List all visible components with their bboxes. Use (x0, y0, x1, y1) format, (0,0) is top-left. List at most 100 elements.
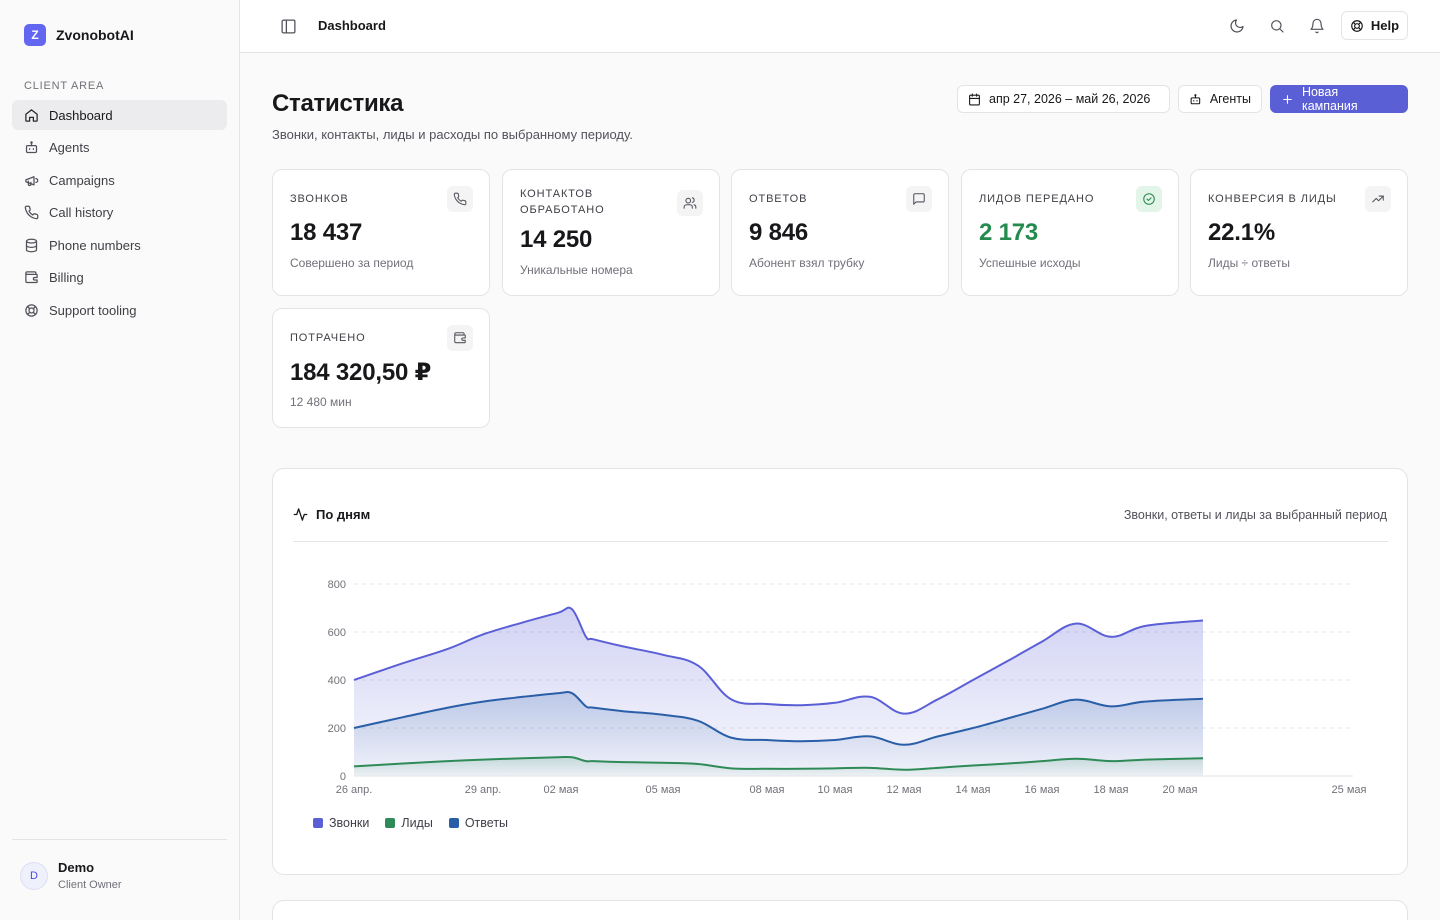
chart-title-label: По дням (316, 507, 371, 522)
user-menu[interactable]: D Demo Client Owner (12, 839, 227, 891)
new-campaign-label: Новая кампания (1301, 85, 1358, 113)
y-tick-label: 400 (328, 675, 346, 687)
phone-icon (453, 192, 467, 206)
stat-value: 22.1% (1208, 219, 1276, 246)
x-tick-label: 08 мая (750, 784, 785, 796)
stat-card-conversion: Конверсия в лиды 22.1% Лиды ÷ ответы (1190, 169, 1408, 296)
stat-card-calls: Звонков 18 437 Совершено за период (272, 169, 490, 296)
date-range-picker[interactable]: апр 27, 2026 – май 26, 2026 (957, 85, 1170, 113)
activity-icon (293, 508, 308, 521)
stat-icon (906, 186, 932, 212)
help-label: Help (1370, 18, 1400, 33)
stat-label: Звонков (290, 193, 349, 205)
agents-filter-label: Агенты (1209, 92, 1251, 106)
stat-hint: Абонент взял трубку (749, 256, 865, 270)
sidebar-toggle-icon[interactable] (280, 18, 297, 35)
legend-label: Лиды (401, 816, 433, 830)
legend-item-leads[interactable]: Лиды (385, 816, 433, 830)
stat-icon (447, 325, 473, 351)
stat-label: Ответов (749, 193, 808, 205)
legend-swatch (313, 818, 323, 828)
lifebuoy-icon (25, 303, 38, 317)
sidebar-item-label: Billing (49, 270, 84, 285)
x-tick-label: 02 мая (544, 784, 579, 796)
message-icon (913, 193, 925, 205)
stat-hint: 12 480 мин (290, 395, 352, 409)
sidebar-item-label: Call history (49, 205, 114, 220)
check-circle-icon (1143, 193, 1155, 205)
series-area-Лиды (354, 756, 1203, 776)
sidebar-item-label: Agents (49, 140, 90, 155)
legend-item-answers[interactable]: Ответы (448, 816, 509, 830)
sidebar-section-label: CLIENT AREA (24, 80, 105, 92)
users-icon (683, 197, 697, 209)
user-role: Client Owner (58, 879, 122, 891)
help-button[interactable]: Help (1341, 11, 1408, 40)
sidebar-item-support-tooling[interactable]: Support tooling (12, 295, 227, 325)
sidebar-item-campaigns[interactable]: Campaigns (12, 165, 227, 195)
stat-card-spent: Потрачено 184 320,50 ₽ 12 480 мин (272, 308, 490, 428)
sidebar: Z ZvonobotAI CLIENT AREA Dashboard Agent… (0, 0, 240, 920)
avatar: D (20, 861, 48, 890)
y-tick-label: 800 (328, 579, 346, 591)
daily-area-chart[interactable]: 0 200 400 600 800 26 апр. 29 апр. 02 мая 05 мая 0… (273, 469, 1409, 809)
topbar: Dashboard Help (240, 0, 1440, 53)
x-tick-label: 05 мая (646, 784, 681, 796)
stat-hint: Уникальные номера (520, 263, 633, 277)
stat-value: 14 250 (520, 226, 593, 253)
brand-logo: Z (24, 24, 46, 46)
series-area-Ответы (354, 691, 1203, 776)
stat-icon (1365, 186, 1391, 212)
megaphone-icon (25, 175, 39, 186)
home-icon (25, 108, 38, 122)
series-line-Лиды (353, 755, 1204, 771)
page-subtitle: Звонки, контакты, лиды и расходы по выбр… (272, 127, 633, 142)
stat-value: 184 320,50 ₽ (290, 359, 432, 386)
date-range-label: апр 27, 2026 – май 26, 2026 (989, 92, 1151, 106)
series-line-Звонки (353, 606, 1204, 715)
sidebar-item-call-history[interactable]: Call history (12, 198, 227, 228)
x-tick-label: 26 апр. (336, 784, 373, 796)
new-campaign-button[interactable]: Новая кампания (1270, 85, 1408, 113)
sidebar-item-label: Dashboard (49, 107, 113, 123)
stat-label: Потрачено (290, 332, 366, 344)
plus-icon (1283, 94, 1292, 104)
stat-label: Контактов обработано (520, 188, 605, 216)
stat-hint: Успешные исходы (979, 256, 1081, 270)
stat-icon (1136, 186, 1162, 212)
daily-chart-card: По дням Звонки, ответы и лиды за выбранн… (272, 468, 1408, 875)
sidebar-item-label: Phone numbers (49, 237, 141, 253)
calendar-icon (969, 93, 980, 105)
lifebuoy-icon (1351, 19, 1363, 32)
bot-icon (25, 141, 38, 154)
stat-hint: Лиды ÷ ответы (1208, 256, 1291, 270)
x-tick-label: 14 мая (956, 784, 991, 796)
sidebar-item-billing[interactable]: Billing (12, 263, 227, 293)
legend-item-calls[interactable]: Звонки (313, 816, 369, 830)
chart-description: Звонки, ответы и лиды за выбранный перио… (1123, 508, 1387, 522)
sidebar-item-phone-numbers[interactable]: Phone numbers (12, 230, 227, 260)
y-tick-label: 600 (328, 627, 346, 639)
legend-label: Звонки (329, 816, 370, 830)
bell-icon[interactable] (1309, 18, 1325, 34)
y-tick-label: 0 (340, 771, 346, 783)
x-tick-label: 20 мая (1163, 784, 1198, 796)
search-icon[interactable] (1269, 18, 1285, 34)
phone-icon (24, 205, 39, 220)
sidebar-item-dashboard[interactable]: Dashboard (12, 100, 227, 130)
moon-icon[interactable] (1229, 18, 1245, 34)
sidebar-nav: Dashboard Agents Campaigns Call history … (12, 100, 227, 328)
stat-card-answers: Ответов 9 846 Абонент взял трубку (731, 169, 949, 296)
sidebar-item-label: Campaigns (49, 172, 115, 188)
agents-filter-button[interactable]: Агенты (1178, 85, 1262, 113)
series-line-Ответы (353, 690, 1204, 746)
brand[interactable]: Z ZvonobotAI (24, 24, 134, 46)
stat-value: 2 173 (979, 219, 1039, 246)
x-tick-label: 16 мая (1025, 784, 1060, 796)
sidebar-item-agents[interactable]: Agents (12, 133, 227, 163)
chart-legend: Звонки Лиды Ответы (313, 816, 508, 830)
legend-label: Ответы (464, 816, 509, 830)
chart-header (293, 469, 1388, 542)
database-icon (25, 238, 38, 252)
stat-icon (447, 186, 473, 212)
